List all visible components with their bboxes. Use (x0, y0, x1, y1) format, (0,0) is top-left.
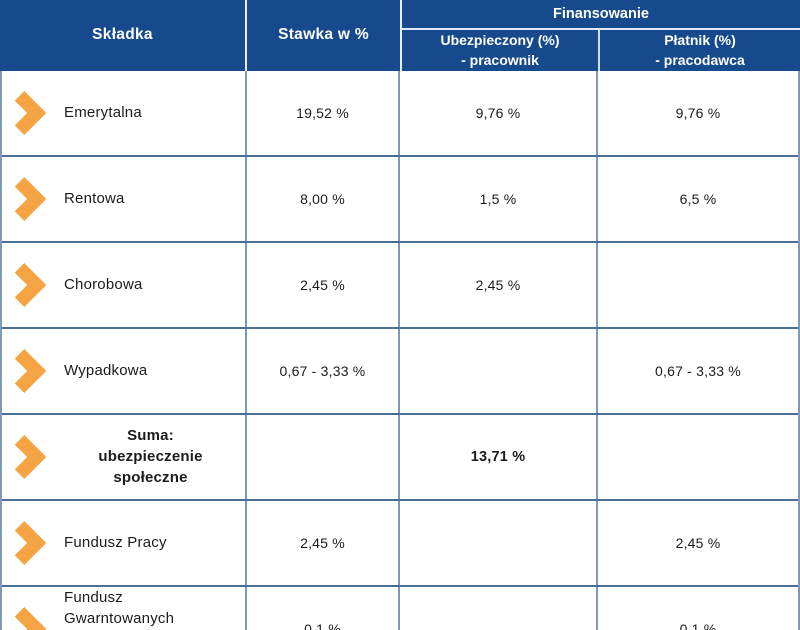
row-label: Wypadkowa (64, 362, 148, 380)
table-row-chorobowa: Chorobowa 2,45 % 2,45 % (2, 242, 798, 329)
cell-stawka: 8,00 % (247, 156, 400, 241)
cell-name: Wypadkowa (2, 328, 247, 413)
cell-stawka: 0,1 % (247, 586, 400, 630)
cell-ubezpieczony: 13,71 % (400, 414, 598, 499)
row-label: Chorobowa (64, 276, 143, 294)
cell-platnik: 0,67 - 3,33 % (655, 362, 741, 379)
header-ubezpieczony: Ubezpieczony (%) - pracownik (402, 30, 600, 71)
header-platnik: Płatnik (%) - pracodawca (655, 32, 745, 69)
cell-platnik (598, 243, 798, 327)
cell-stawka (247, 414, 400, 499)
table-row-fgsp: Fundusz Gwarntowanych Świadczeń Pracowni… (2, 586, 798, 630)
cell-ubezpieczony: 9,76 % (400, 70, 598, 155)
header-finansowanie-subrow: Ubezpieczony (%) - pracownik Płatnik (%)… (402, 30, 800, 71)
cell-platnik (598, 415, 798, 499)
table-row-emerytalna: Emerytalna 19,52 % 9,76 % 9,76 % (2, 70, 798, 157)
header-stawka: Stawka w % (278, 26, 369, 44)
cell-stawka: 19,52 % (247, 70, 400, 155)
cell-name: Emerytalna (2, 70, 247, 155)
cell-name: Chorobowa (2, 242, 247, 327)
cell-platnik: 9,76 % (675, 104, 721, 121)
cell-ubezpieczony: 2,45 % (400, 242, 598, 327)
row-label: Suma: ubezpieczenie społeczne (98, 427, 203, 487)
chevron-right-icon (12, 90, 50, 135)
table-body: Emerytalna 19,52 % 9,76 % 9,76 % Rentowa… (0, 70, 800, 630)
header-finansowanie: Finansowanie (402, 0, 800, 30)
row-label: Fundusz Gwarntowanych Świadczeń Pracowni… (64, 588, 175, 627)
cell-platnik: 2,45 % (675, 534, 721, 551)
header-finansowanie-group: Finansowanie Ubezpieczony (%) - pracowni… (400, 0, 800, 71)
cell-name: Rentowa (2, 156, 247, 241)
cell-name: Suma: ubezpieczenie społeczne (2, 414, 247, 499)
cell-name: Fundusz Gwarntowanych Świadczeń Pracowni… (2, 586, 247, 630)
cell-platnik: 0,1 % (679, 620, 717, 630)
row-label: Fundusz Pracy (64, 534, 167, 552)
cell-stawka: 0,67 - 3,33 % (247, 328, 400, 413)
chevron-right-icon (12, 176, 50, 221)
cell-platnik: 6,5 % (679, 190, 717, 207)
table-row-wypadkowa: Wypadkowa 0,67 - 3,33 % 0,67 - 3,33 % (2, 328, 798, 415)
chevron-right-icon (12, 262, 50, 307)
cell-stawka: 2,45 % (247, 242, 400, 327)
cell-ubezpieczony (400, 500, 598, 585)
row-label: Emerytalna (64, 104, 142, 122)
table-row-suma: Suma: ubezpieczenie społeczne 13,71 % (2, 414, 798, 501)
cell-ubezpieczony: 1,5 % (400, 156, 598, 241)
header-skladka: Składka (0, 0, 247, 71)
chevron-right-icon (12, 520, 50, 565)
cell-name: Fundusz Pracy (2, 500, 247, 585)
cell-stawka: 2,45 % (247, 500, 400, 585)
table-row-fundusz-pracy: Fundusz Pracy 2,45 % 2,45 % (2, 500, 798, 587)
chevron-right-icon (12, 348, 50, 393)
table-row-rentowa: Rentowa 8,00 % 1,5 % 6,5 % (2, 156, 798, 243)
cell-ubezpieczony (400, 328, 598, 413)
chevron-right-icon (12, 434, 50, 479)
row-label: Rentowa (64, 190, 125, 208)
chevron-right-icon (12, 606, 50, 630)
cell-ubezpieczony (400, 586, 598, 630)
table-header: Składka Stawka w % Finansowanie Ubezpiec… (0, 0, 800, 71)
